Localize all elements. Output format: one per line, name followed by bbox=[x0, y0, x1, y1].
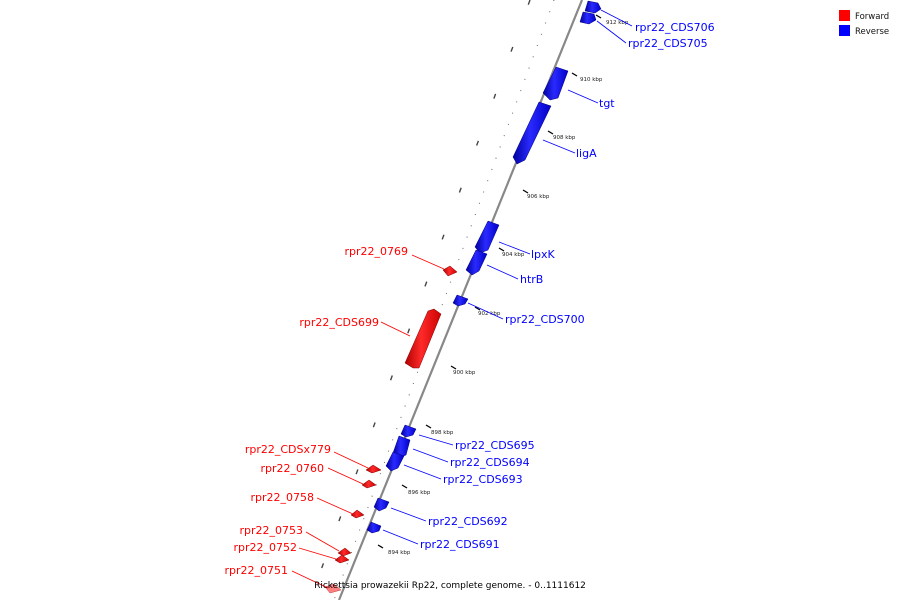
outer-dotted-track bbox=[333, 0, 555, 600]
gene-label[interactable]: rpr22_CDSx779 bbox=[245, 443, 331, 456]
gene-label[interactable]: rpr22_CDS705 bbox=[628, 37, 708, 50]
gene-rpr22_0760[interactable] bbox=[361, 479, 377, 489]
gene-rpr22_0758[interactable] bbox=[350, 509, 365, 519]
tick-label: 904 kbp bbox=[502, 252, 525, 258]
gene-rpr22_CDS699[interactable] bbox=[404, 308, 442, 369]
gene-label[interactable]: rpr22_0751 bbox=[224, 564, 288, 577]
legend-label-forward: Forward bbox=[855, 12, 889, 22]
gene-tgt[interactable] bbox=[542, 66, 569, 101]
gene-label[interactable]: rpr22_CDS695 bbox=[455, 439, 535, 452]
gene-label[interactable]: rpr22_0753 bbox=[239, 524, 303, 537]
reverse-leader-lines bbox=[382, 9, 633, 545]
gene-rpr22_CDS691[interactable] bbox=[366, 521, 382, 534]
gene-htrB[interactable] bbox=[465, 249, 488, 276]
gene-label[interactable]: ligA bbox=[576, 147, 597, 160]
gene-label[interactable]: lpxK bbox=[531, 248, 556, 261]
legend-swatch-forward bbox=[839, 10, 850, 21]
gene-lpxK[interactable] bbox=[474, 220, 500, 254]
tick-label: 900 kbp bbox=[453, 370, 476, 376]
gene-label[interactable]: tgt bbox=[599, 97, 615, 110]
legend-label-reverse: Reverse bbox=[855, 27, 889, 37]
forward-leader-lines bbox=[291, 254, 445, 589]
inner-ticks bbox=[377, 14, 602, 549]
tick-label: 912 kbp bbox=[606, 20, 629, 26]
tick-label: 896 kbp bbox=[408, 490, 431, 496]
gene-rpr22_CDS706[interactable] bbox=[584, 0, 602, 14]
gene-rpr22_CDS693[interactable] bbox=[385, 451, 405, 472]
gene-label[interactable]: htrB bbox=[520, 273, 543, 286]
gene-label[interactable]: rpr22_CDS699 bbox=[299, 316, 379, 329]
gene-label[interactable]: rpr22_CDS706 bbox=[635, 21, 715, 34]
tick-label: 894 kbp bbox=[388, 550, 411, 556]
gene-label[interactable]: rpr22_CDS691 bbox=[420, 538, 500, 551]
gene-rpr22_0753[interactable] bbox=[337, 547, 352, 557]
tick-label: 908 kbp bbox=[553, 135, 576, 141]
gene-label[interactable]: rpr22_CDS700 bbox=[505, 313, 585, 326]
gene-label[interactable]: rpr22_0760 bbox=[260, 462, 324, 475]
gene-rpr22_CDS692[interactable] bbox=[373, 497, 390, 512]
map-caption: Rickettsia prowazekii Rp22, complete gen… bbox=[314, 581, 586, 591]
gene-rpr22_CDSx779[interactable] bbox=[365, 464, 382, 474]
gene-label[interactable]: rpr22_CDS692 bbox=[428, 515, 508, 528]
legend: Forward Reverse bbox=[839, 10, 889, 37]
gene-label[interactable]: rpr22_0752 bbox=[233, 541, 297, 554]
gene-rpr22_CDS705[interactable] bbox=[579, 11, 597, 25]
gene-rpr22_0752[interactable] bbox=[334, 554, 350, 564]
gene-label[interactable]: rpr22_0769 bbox=[344, 245, 408, 258]
gene-rpr22_CDS700[interactable] bbox=[452, 294, 469, 307]
gene-label[interactable]: rpr22_0758 bbox=[250, 491, 314, 504]
gene-rpr22_0769[interactable] bbox=[442, 265, 458, 277]
gene-ligA[interactable] bbox=[512, 101, 552, 165]
tick-label: 898 kbp bbox=[431, 430, 454, 436]
gene-label[interactable]: rpr22_CDS693 bbox=[443, 473, 523, 486]
gene-rpr22_CDS695[interactable] bbox=[400, 424, 417, 438]
tick-label: 906 kbp bbox=[527, 194, 550, 200]
gene-rpr22_0751[interactable] bbox=[324, 583, 342, 594]
tick-label: 902 kbp bbox=[478, 311, 501, 317]
gene-label[interactable]: rpr22_CDS694 bbox=[450, 456, 530, 469]
legend-swatch-reverse bbox=[839, 25, 850, 36]
outer-tick-track bbox=[309, 0, 531, 600]
tick-label: 910 kbp bbox=[580, 77, 603, 83]
